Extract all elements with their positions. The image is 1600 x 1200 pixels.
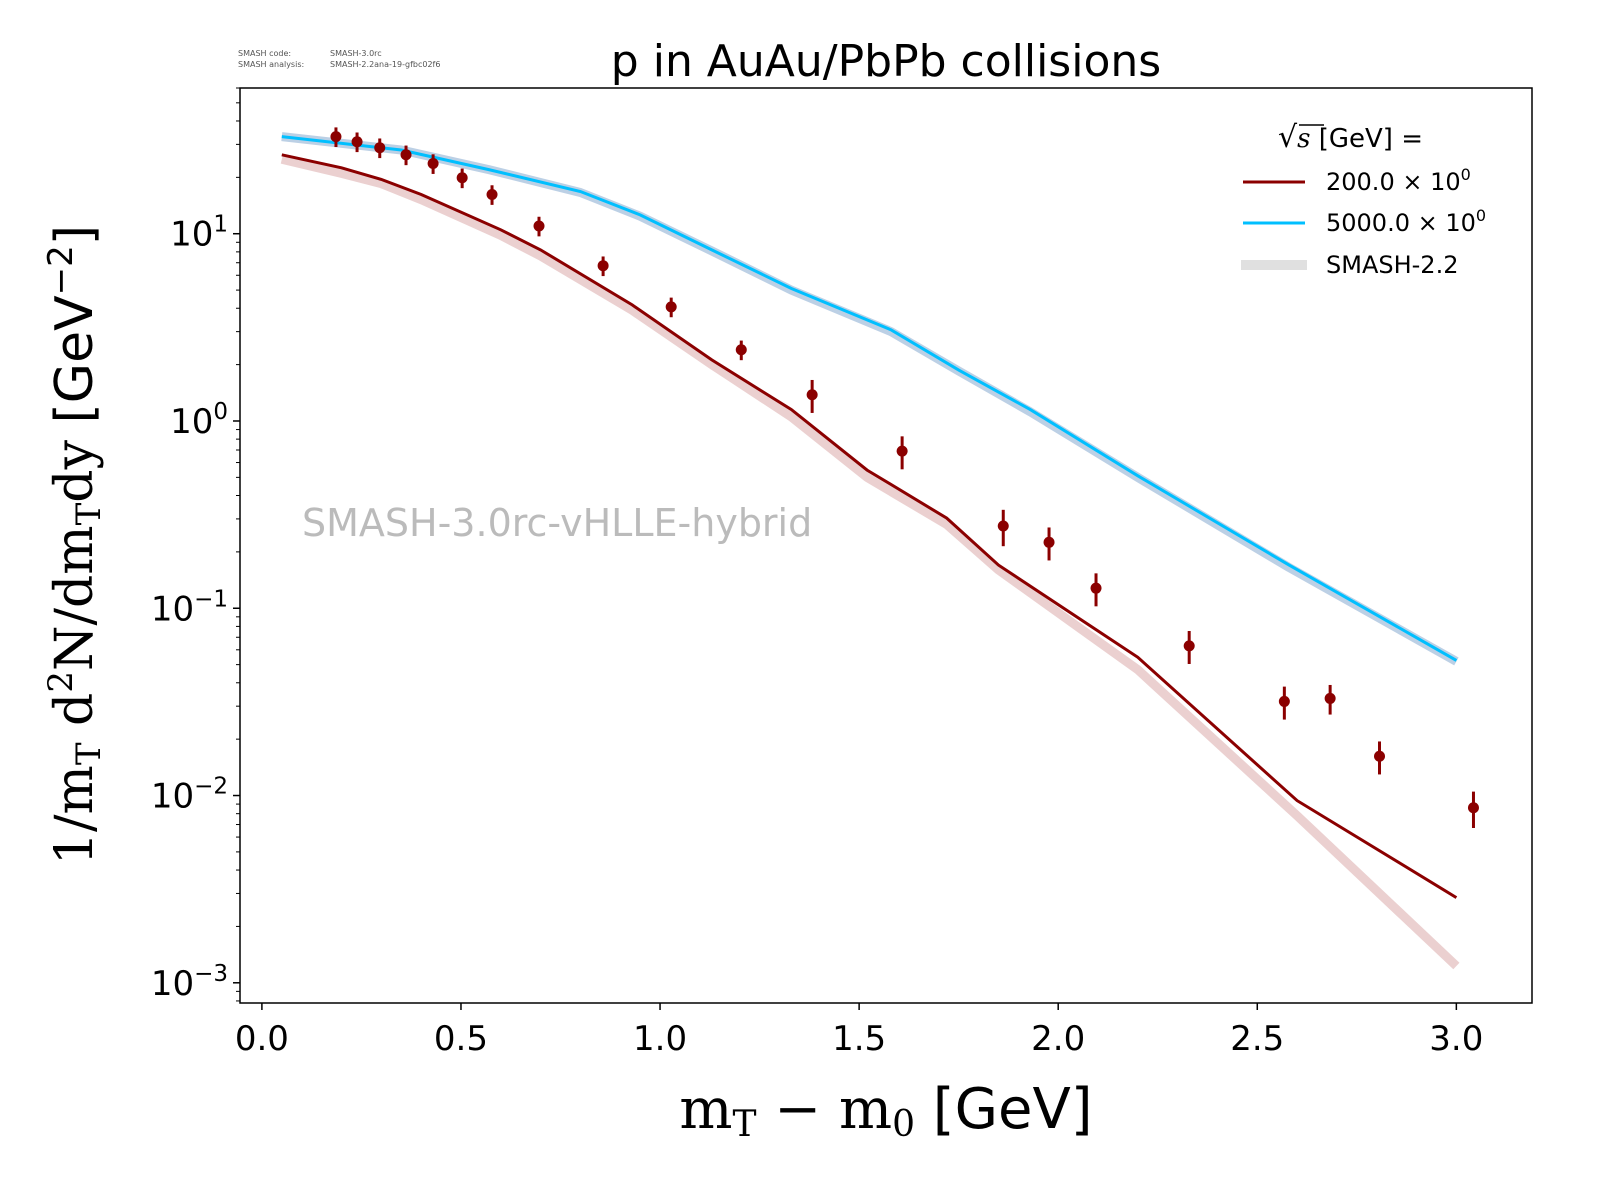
watermark: SMASH-3.0rc-vHLLE-hybrid — [302, 501, 812, 545]
legend-title: √s [GeV] = — [1278, 120, 1423, 155]
data-point — [1090, 573, 1102, 607]
data-point — [330, 127, 342, 148]
data-marker — [1043, 536, 1055, 548]
data-marker — [351, 136, 363, 148]
meta-line2-value: SMASH-2.2ana-19-gfbc02f6 — [330, 60, 440, 69]
data-marker — [1374, 750, 1386, 762]
data-marker — [427, 158, 439, 170]
data-marker — [1090, 582, 1102, 594]
data-marker — [806, 389, 818, 401]
data-point — [896, 436, 908, 470]
data-point — [597, 256, 609, 277]
data-point — [1183, 631, 1195, 664]
line-sqrt_s_200 — [281, 153, 1458, 899]
plot-frame — [239, 87, 1533, 1004]
data-marker — [533, 220, 545, 232]
chart-title: p in AuAu/PbPb collisions — [611, 36, 1161, 87]
meta-line1-value: SMASH-3.0rc — [330, 49, 382, 58]
x-tick-label: 0.0 — [235, 1019, 289, 1059]
data-marker — [997, 520, 1009, 532]
x-tick-label: 2.0 — [1031, 1019, 1085, 1059]
data-marker — [665, 301, 677, 313]
x-axis-label: mT − m0 [GeV] — [679, 1077, 1092, 1145]
data-marker — [1467, 802, 1479, 814]
data-marker — [1183, 640, 1195, 652]
data-point — [351, 132, 363, 153]
data-point — [806, 379, 818, 413]
data-marker — [1324, 692, 1336, 704]
legend-label-200: 200.0 × 100 — [1326, 165, 1471, 196]
legend-label-smash22: SMASH-2.2 — [1326, 251, 1458, 279]
legend-label-5000: 5000.0 × 100 — [1326, 206, 1486, 237]
data-marker — [597, 260, 609, 272]
data-marker — [456, 172, 468, 184]
data-point — [427, 154, 439, 174]
x-tick-label: 1.0 — [633, 1019, 687, 1059]
data-point — [1278, 686, 1290, 720]
data-point — [456, 168, 468, 189]
data-marker — [330, 131, 342, 143]
data-marker — [400, 149, 412, 161]
data-point — [1374, 741, 1386, 775]
data-point — [533, 216, 545, 237]
y-tick-label: 10−2 — [151, 774, 228, 817]
y-tick-label: 10−1 — [151, 586, 228, 629]
y-tick-label: 100 — [170, 399, 228, 442]
y-tick-label: 10−3 — [151, 961, 228, 1004]
data-point — [486, 185, 498, 205]
meta-line1-label: SMASH code: — [238, 49, 291, 58]
data-marker — [486, 188, 498, 200]
data-point — [1043, 527, 1055, 561]
data-point — [1324, 684, 1336, 715]
data-point — [400, 145, 412, 166]
meta-line2-label: SMASH analysis: — [238, 60, 304, 69]
x-tick-label: 3.0 — [1429, 1019, 1483, 1059]
x-tick-label: 1.5 — [832, 1019, 886, 1059]
x-tick-label: 0.5 — [434, 1019, 488, 1059]
band-smash22_200 — [280, 154, 1460, 970]
x-tick-label: 2.5 — [1230, 1019, 1284, 1059]
data-marker — [735, 344, 747, 356]
data-point — [374, 138, 386, 159]
data-point — [1467, 791, 1479, 828]
data-point — [735, 340, 747, 361]
data-point — [665, 297, 677, 318]
y-tick-label: 101 — [170, 212, 228, 255]
data-marker — [374, 142, 386, 154]
data-marker — [1278, 695, 1290, 707]
data-point — [997, 509, 1009, 547]
data-marker — [896, 445, 908, 457]
legend: √s [GeV] = 200.0 × 100 5000.0 × 100 SMAS… — [1241, 120, 1486, 279]
line-sqrt_s_5000 — [281, 135, 1458, 662]
y-axis-label: 1/mT d2N/dmTdy [GeV−2] — [41, 225, 109, 865]
